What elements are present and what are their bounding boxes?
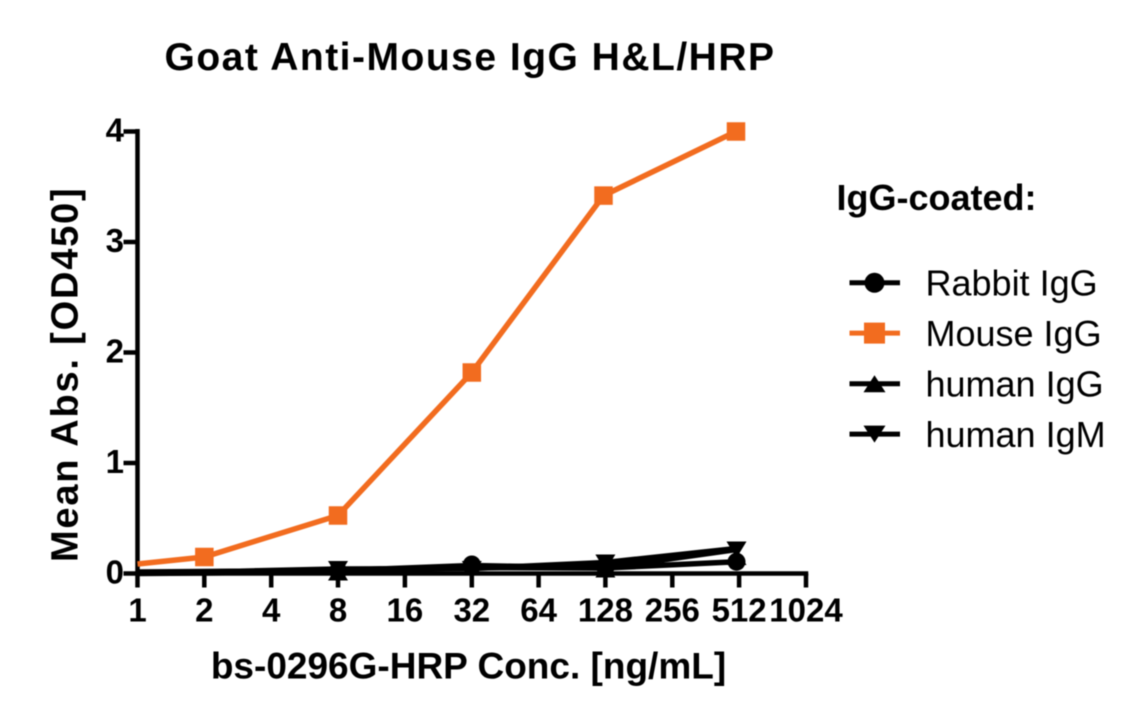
svg-text:32: 32	[453, 591, 490, 628]
svg-text:Rabbit IgG: Rabbit IgG	[926, 263, 1098, 304]
svg-text:Mouse IgG: Mouse IgG	[926, 313, 1102, 354]
svg-text:IgG-coated:: IgG-coated:	[837, 177, 1037, 218]
svg-text:human IgG: human IgG	[926, 363, 1104, 404]
svg-text:64: 64	[520, 591, 557, 628]
svg-text:human IgM: human IgM	[926, 414, 1106, 455]
svg-text:1024: 1024	[769, 591, 843, 628]
svg-text:0: 0	[106, 554, 124, 591]
svg-text:128: 128	[578, 591, 633, 628]
svg-text:4: 4	[262, 591, 281, 628]
svg-text:bs-0296G-HRP Conc. [ng/mL]: bs-0296G-HRP Conc. [ng/mL]	[211, 646, 726, 687]
svg-text:8: 8	[329, 591, 347, 628]
svg-text:3: 3	[106, 222, 124, 259]
svg-text:2: 2	[106, 333, 124, 370]
svg-text:512: 512	[712, 591, 767, 628]
svg-text:2: 2	[195, 591, 213, 628]
svg-text:256: 256	[645, 591, 700, 628]
svg-text:1: 1	[128, 591, 146, 628]
svg-text:Mean Abs. [OD450]: Mean Abs. [OD450]	[45, 187, 87, 563]
svg-text:1: 1	[106, 443, 124, 480]
svg-text:4: 4	[106, 112, 125, 149]
svg-text:16: 16	[387, 591, 424, 628]
svg-text:Goat Anti-Mouse IgG H&L/HRP: Goat Anti-Mouse IgG H&L/HRP	[164, 36, 775, 79]
